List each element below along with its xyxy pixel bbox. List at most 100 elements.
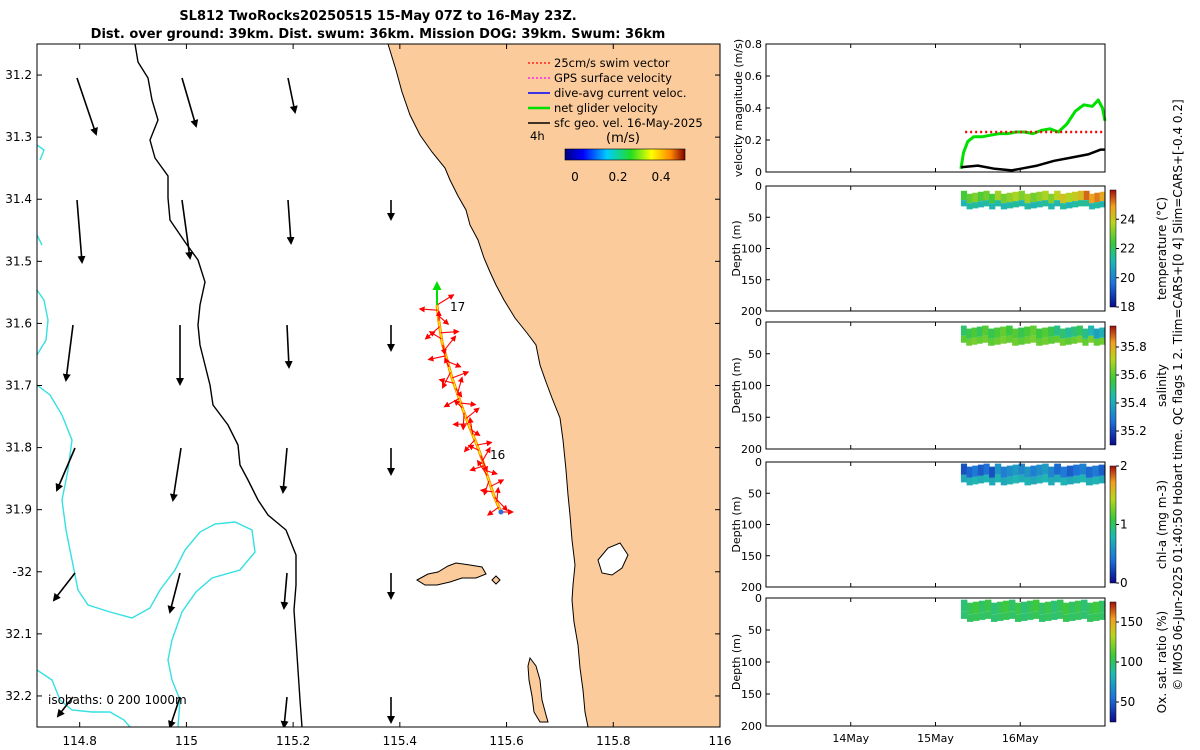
swim-vector [444,356,450,368]
heatmap-cell [1089,203,1095,210]
heatmap-cell [983,474,990,483]
heatmap-cell [1080,599,1088,612]
heatmap-cell [1018,200,1025,207]
heatmap-cell [1006,465,1014,477]
heatmap-cell [1048,203,1055,210]
heatmap-cell [1048,326,1055,337]
heatmap-cell [1038,602,1046,615]
depth-y-tick-label: 200 [741,720,762,733]
heatmap-cell [1077,200,1085,207]
geo-arrow [181,77,199,128]
speed-colorbar [564,148,686,161]
swim-vector [486,506,500,516]
heatmap-cell [1099,327,1106,338]
swim-vector [453,399,463,409]
depth-y-label: Depth (m) [730,357,743,413]
depth-y-label: Depth (m) [730,220,743,276]
heatmap-cell [1042,337,1049,345]
velocity-y-tick-label: 0.6 [745,70,763,83]
depth-y-tick-label: 50 [748,487,762,500]
depth-y-label: Depth (m) [730,496,743,552]
heatmap-cell [1036,201,1043,208]
heatmap-cell [1044,601,1052,614]
heatmap-cell [1048,466,1055,478]
heatmap-cell [994,474,1002,483]
oxygen-colorbar [1109,601,1117,723]
heatmap-cell [1066,202,1073,209]
swim-vector [440,328,460,335]
swim-vector [427,355,446,362]
swim-vector [463,439,476,453]
heatmap-cell [960,325,967,336]
colorbar-tick-label: 150 [1120,615,1143,629]
heatmap-cell [990,614,998,622]
swim-vector [460,401,477,408]
heatmap-cell [1079,463,1087,475]
swim-vector [480,455,488,473]
heatmap-cell [1018,190,1025,201]
velocity-y-tick-label: 0.4 [745,102,763,115]
heatmap-cell [1068,613,1076,621]
heatmap-cell [1098,612,1106,620]
heatmap-cell [1059,338,1066,346]
heatmap-cell [1086,614,1094,622]
depth-y-tick-label: 200 [741,305,762,318]
heatmap-cell [1056,611,1064,619]
heatmap-cell [1092,465,1100,477]
legend-sfc-geo: sfc geo. vel. 16-May-2025 [554,116,703,130]
heatmap-cell [966,193,973,204]
map-y-tick-label: 31.3 [5,130,32,144]
swim-vector [443,397,460,408]
sfc-geo-velocity-arrows [52,77,395,727]
velocity-series-geo [960,148,1105,172]
heatmap-cell [1012,338,1019,346]
heatmap-cell [1036,191,1043,202]
heatmap-cell [971,327,978,338]
heatmap-cell [1074,600,1082,613]
heatmap-cell [1054,335,1061,343]
colorbar-tick-0.4: 0.4 [651,170,670,184]
heatmap-cell [966,338,973,346]
heatmap-cell [977,201,985,208]
swim-vectors [418,294,514,516]
heatmap-cell [1054,200,1061,207]
heatmap-cell [1077,190,1085,201]
heatmap-cell [1048,336,1055,344]
heatmap-cell [1024,466,1031,478]
swim-vector [457,376,464,394]
heatmap-cell [1018,327,1025,338]
swim-vector [443,335,457,351]
isobaths-label: isobaths: 0 200 1000m [48,693,187,707]
legend-dive-avg: dive-avg current veloc. [554,86,687,100]
velocity-panel-frame [765,43,1106,173]
geo-arrow [55,447,76,492]
heatmap-cell [1030,325,1037,336]
heatmap-cell [1088,335,1095,343]
heatmap-cell [972,476,979,485]
heatmap-cell [976,336,983,344]
heatmap-cell [1083,200,1090,207]
heatmap-cell [994,190,1002,201]
swim-vector [441,372,451,389]
heatmap-cell [1071,201,1079,208]
depth-y-tick-label: 0 [755,592,762,605]
heatmap-cell [989,466,996,478]
oxygen-colorbar-label: Ox. sat. ratio (%) [1155,611,1169,713]
heatmap-cell [1094,202,1101,209]
geo-arrow [286,199,295,245]
isobath-1000m [134,44,303,727]
colorbar-tick-label: 22 [1120,242,1135,256]
geo-arrow [181,199,194,260]
heatmap-cell [994,463,1002,475]
heatmap-cell [1024,326,1031,337]
velocity-y-tick-label: 0 [755,166,762,179]
heatmap-cell [1073,475,1081,484]
velocity-y-label: velocity magnitude (m/s) [732,39,745,177]
swim-vector [483,480,490,496]
heatmap-cell [1099,201,1106,208]
heatmap-cell [1032,599,1040,612]
velocity-series-net [959,98,1107,170]
heatmap-cell [1074,612,1082,620]
